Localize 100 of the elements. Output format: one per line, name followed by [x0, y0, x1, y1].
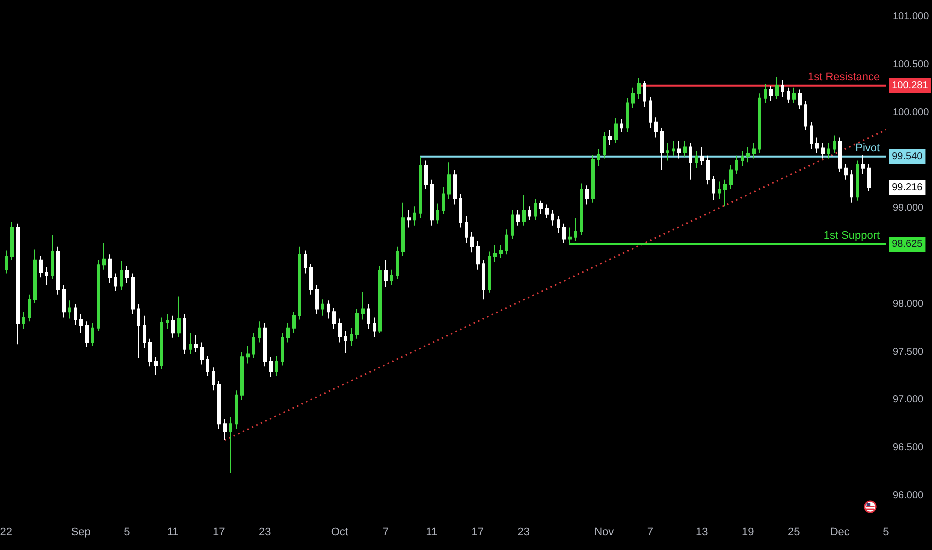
candlestick: [16, 223, 20, 346]
candlestick: [815, 137, 819, 154]
candlestick: [660, 128, 664, 171]
candlestick: [102, 242, 106, 270]
candlestick: [643, 80, 646, 108]
candlestick: [488, 251, 491, 294]
candlestick: [470, 232, 474, 254]
candlestick: [286, 323, 290, 344]
candlestick: [867, 164, 871, 192]
candlestick: [700, 146, 704, 166]
candlestick: [378, 266, 382, 334]
candlestick: [390, 269, 393, 286]
candlestick: [419, 156, 422, 219]
candlestick: [626, 98, 629, 132]
candlestick: [505, 229, 508, 256]
candlestick: [10, 222, 14, 261]
candlestick: [844, 164, 848, 180]
candlestick: [551, 210, 554, 226]
candlestick: [51, 234, 54, 280]
candlestick: [5, 250, 8, 274]
candlestick: [275, 356, 278, 377]
x-tick-label: 17: [213, 526, 226, 538]
x-tick-label: Sep: [71, 526, 91, 538]
y-tick-label: 98.000: [893, 298, 924, 310]
candlestick: [246, 346, 250, 364]
candlestick: [810, 122, 813, 150]
candlestick: [355, 308, 359, 340]
x-tick-label: 5: [124, 526, 130, 538]
candlestick: [384, 260, 388, 288]
candlestick: [562, 223, 566, 244]
y-tick-label: 96.000: [893, 490, 924, 502]
candlestick: [453, 170, 457, 206]
candlestick: [603, 131, 606, 160]
candlestick: [758, 93, 761, 154]
candlestick: [764, 84, 767, 104]
candlestick: [424, 160, 428, 190]
candlestick: [212, 367, 215, 392]
candlestick: [539, 200, 543, 215]
candlestick: [269, 356, 273, 378]
x-tick-label: 11: [167, 526, 179, 538]
candlestick: [821, 142, 825, 160]
candlestick: [28, 294, 31, 322]
candlestick: [833, 135, 836, 154]
candlestick: [649, 96, 652, 129]
candlestick: [614, 118, 618, 144]
candlestick: [672, 141, 675, 156]
candlestick: [631, 87, 635, 109]
candlestick: [338, 318, 342, 344]
x-tick-label: 11: [426, 526, 438, 538]
candlestick: [68, 300, 71, 320]
candlestick: [154, 356, 158, 376]
candlestick: [223, 418, 227, 441]
candlestick: [775, 76, 779, 100]
candlestick: [856, 160, 859, 202]
annotation: 99.216: [892, 182, 924, 194]
candlestick: [315, 284, 319, 314]
candlestick: [850, 170, 853, 204]
candlestick: [637, 78, 641, 100]
candlestick: [557, 216, 560, 234]
candlestick: [436, 203, 439, 224]
y-tick-label: 99.000: [893, 203, 924, 214]
y-tick-label: 101.000: [893, 12, 930, 22]
candlestick: [206, 356, 209, 377]
candlestick: [476, 240, 480, 270]
candlestick: [735, 155, 738, 175]
candlestick: [240, 352, 244, 401]
candlestick: [654, 117, 658, 138]
candlestick: [666, 142, 669, 162]
candlestick: [148, 338, 152, 368]
y-tick-label: 100.000: [893, 107, 930, 118]
candlestick: [597, 148, 600, 167]
candlestick: [309, 264, 313, 296]
candlestick: [39, 256, 43, 278]
candlestick: [712, 176, 715, 200]
candlestick: [752, 142, 756, 160]
candlestick: [344, 330, 347, 354]
candlestick: [827, 142, 830, 160]
candlestick: [304, 250, 307, 274]
candlestick: [516, 210, 520, 226]
candlestick: [177, 296, 181, 338]
candlestick: [108, 254, 112, 284]
candlestick: [413, 206, 416, 226]
candlestick: [706, 155, 710, 186]
series-label: Pivot: [856, 142, 880, 154]
candlestick: [729, 164, 733, 190]
candlestick: [723, 179, 727, 208]
candlestick: [56, 246, 60, 296]
candlestick: [608, 130, 612, 146]
candlestick: [171, 315, 175, 338]
x-tick-label: 19: [742, 526, 754, 538]
y-tick-label: 96.500: [893, 442, 924, 454]
candlestick: [229, 416, 232, 474]
candlestick: [545, 204, 549, 219]
candlestick: [189, 332, 192, 355]
x-tick-label: 13: [696, 526, 708, 538]
candlestick: [217, 380, 221, 430]
candlestick: [327, 300, 330, 320]
candlestick: [620, 119, 623, 132]
candlestick: [838, 137, 842, 173]
candlestick: [235, 390, 238, 430]
